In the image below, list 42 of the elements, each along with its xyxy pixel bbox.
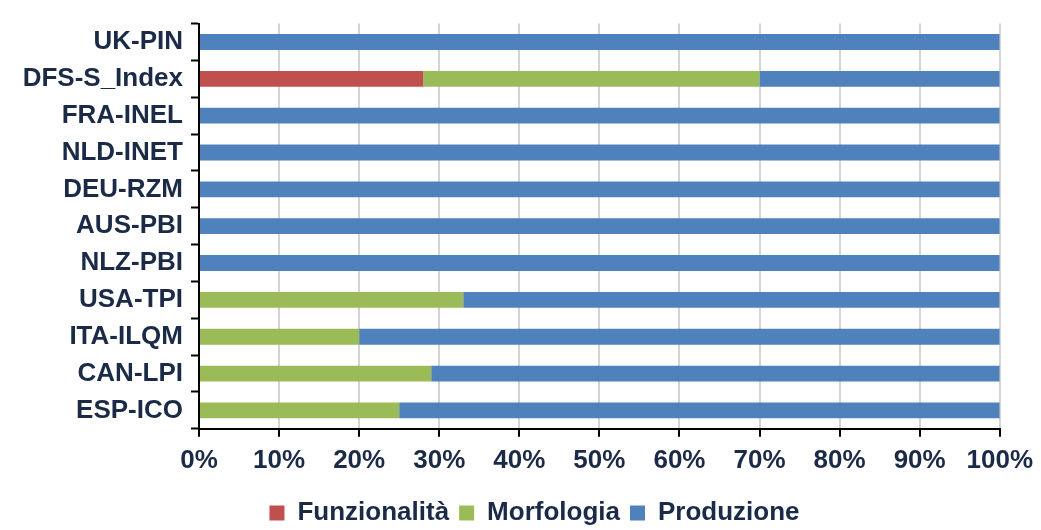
y-tick-label: ESP-ICO <box>76 393 183 424</box>
x-tick-label: 70% <box>733 443 786 474</box>
y-tick-label: USA-TPI <box>79 283 183 314</box>
y-tick-label: NLD-INET <box>61 135 184 166</box>
bar <box>200 402 400 419</box>
bar <box>200 291 464 308</box>
bar <box>759 70 1000 87</box>
y-tick-label: NLZ-PBI <box>80 246 183 277</box>
bar <box>200 70 424 87</box>
legend-label: Produzione <box>657 496 800 527</box>
bar <box>200 34 1000 50</box>
x-tick-label: 50% <box>573 443 626 474</box>
x-tick-label: 60% <box>653 443 706 474</box>
y-tick-label: UK-PIN <box>93 25 183 56</box>
y-tick-label: AUS-PBI <box>76 209 183 240</box>
bar <box>359 328 1000 345</box>
y-tick-label: CAN-LPI <box>77 356 183 387</box>
y-tick-label: FRA-INEL <box>61 98 184 129</box>
bar <box>200 365 432 382</box>
x-tick-label: 40% <box>493 443 546 474</box>
y-tick-label: ITA-ILQM <box>69 319 183 350</box>
bar <box>423 70 760 87</box>
x-tick-label: 20% <box>333 443 386 474</box>
bar <box>200 255 1000 271</box>
bar <box>200 107 1000 124</box>
legend-label: Morfologia <box>487 496 621 527</box>
bar <box>200 181 1000 198</box>
y-tick-label: DFS-S_Index <box>22 62 184 93</box>
x-tick-label: 90% <box>893 443 946 474</box>
x-tick-label: 80% <box>813 443 866 474</box>
bar <box>463 291 1000 308</box>
y-tick-label: DEU-RZM <box>63 172 183 203</box>
bar <box>200 328 360 345</box>
bar <box>200 144 1000 161</box>
x-tick-label: 10% <box>253 443 306 474</box>
bar <box>431 365 1000 382</box>
x-tick-label: 100% <box>966 443 1033 474</box>
legend-label: Funzionalità <box>297 496 450 527</box>
x-tick-label: 0% <box>180 443 218 474</box>
bar <box>200 218 1000 235</box>
bar <box>399 402 1000 419</box>
x-tick-label: 30% <box>413 443 466 474</box>
